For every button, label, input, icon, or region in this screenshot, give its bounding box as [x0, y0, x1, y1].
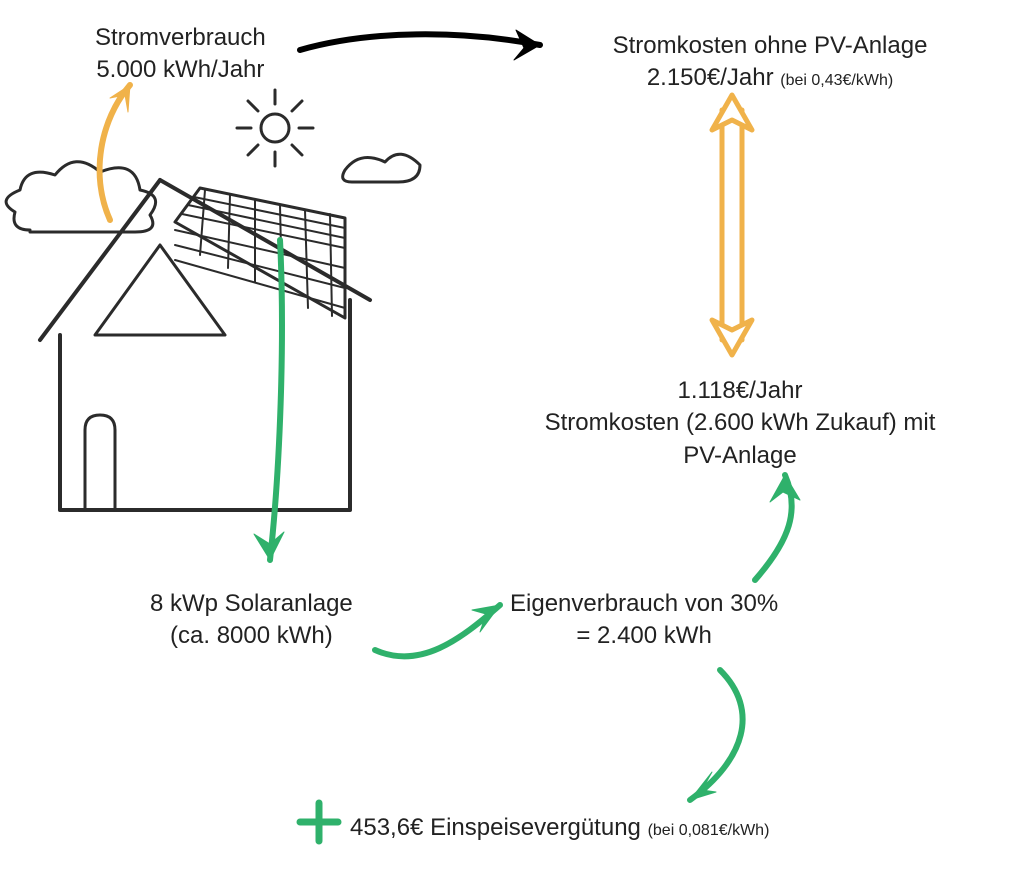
feed-in-note: (bei 0,081€/kWh): [648, 822, 770, 839]
solar-system-line2: (ca. 8000 kWh): [170, 622, 333, 649]
house-icon: [6, 90, 420, 510]
consumption-label: Stromverbrauch 5.000 kWh/Jahr: [95, 22, 266, 87]
solar-system-line1: 8 kWp Solaranlage: [150, 590, 353, 617]
cost-with-pv-line2: Stromkosten (2.600 kWh Zukauf) mit: [545, 409, 936, 436]
feed-in-text: 453,6€ Einspeisevergütung: [350, 814, 641, 841]
cost-with-pv-line3: PV-Anlage: [683, 442, 796, 469]
feed-in-label: 453,6€ Einspeisevergütung (bei 0,081€/kW…: [350, 812, 769, 844]
cost-with-pv-line1: 1.118€/Jahr: [678, 377, 803, 404]
consumption-line2: 5.000 kWh/Jahr: [96, 56, 264, 83]
cost-without-pv-line1: Stromkosten ohne PV-Anlage: [613, 32, 928, 59]
self-consumption-line1: Eigenverbrauch von 30%: [510, 590, 778, 617]
diagram-stage: Stromverbrauch 5.000 kWh/Jahr Stromkoste…: [0, 0, 1024, 883]
consumption-line1: Stromverbrauch: [95, 24, 266, 51]
cost-without-pv-note: (bei 0,43€/kWh): [780, 72, 893, 89]
cost-with-pv-label: 1.118€/Jahr Stromkosten (2.600 kWh Zukau…: [500, 375, 980, 472]
cost-without-pv-label: Stromkosten ohne PV-Anlage 2.150€/Jahr (…: [560, 30, 980, 95]
cost-without-pv-line2: 2.150€/Jahr: [647, 64, 774, 91]
solar-system-label: 8 kWp Solaranlage (ca. 8000 kWh): [150, 588, 353, 653]
self-consumption-line2: = 2.400 kWh: [576, 622, 711, 649]
self-consumption-label: Eigenverbrauch von 30% = 2.400 kWh: [510, 588, 778, 653]
